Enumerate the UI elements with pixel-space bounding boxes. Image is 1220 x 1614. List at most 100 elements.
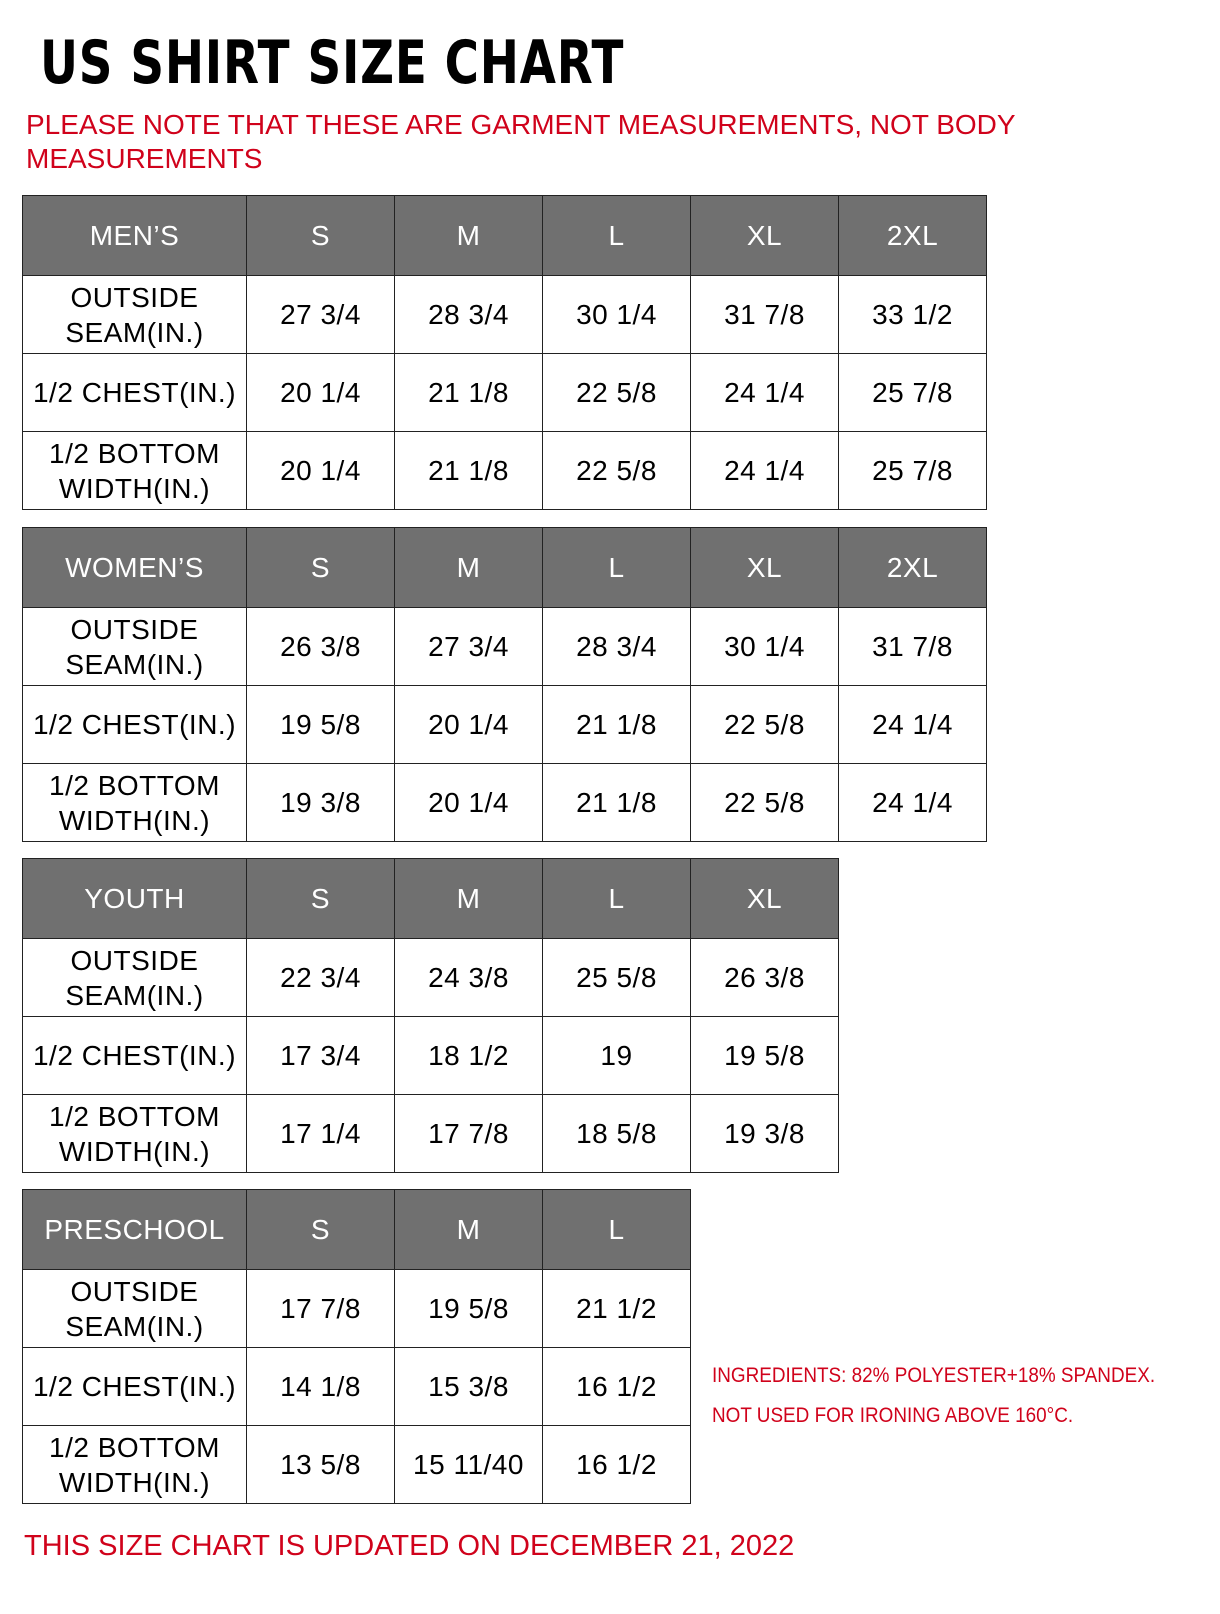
- table-row: OUTSIDE SEAM(IN.) 22 3/4 24 3/8 25 5/8 26 3/8: [22, 938, 839, 1017]
- category-header: PRESCHOOL: [22, 1189, 247, 1270]
- update-note: THIS SIZE CHART IS UPDATED ON DECEMBER 2…: [24, 1530, 795, 1562]
- measurement-value: 24 3/8: [394, 938, 543, 1017]
- size-header: M: [394, 527, 543, 608]
- size-header: M: [394, 1189, 543, 1270]
- size-header: S: [246, 1189, 395, 1270]
- table-row: 1/2 CHEST(IN.) 20 1/4 21 1/8 22 5/8 24 1/4 25…: [22, 353, 987, 432]
- measurement-value: 26 3/8: [690, 938, 839, 1017]
- measurement-value: 18 5/8: [542, 1094, 691, 1173]
- measurement-value: 21 1/8: [542, 685, 691, 764]
- size-header: 2XL: [838, 195, 987, 276]
- measurement-label: 1/2 BOTTOM WIDTH(IN.): [22, 1425, 247, 1504]
- size-table-womens: WOMEN’S S M L XL 2XL OUTSIDE SEAM(IN.) 26 3/8 27 …: [22, 527, 987, 842]
- category-header: MEN’S: [22, 195, 247, 276]
- size-table-mens: MEN’S S M L XL 2XL OUTSIDE SEAM(IN.) 27 3/4 28 3/…: [22, 195, 987, 510]
- measurement-value: 26 3/8: [246, 607, 395, 686]
- table-row: OUTSIDE SEAM(IN.) 26 3/8 27 3/4 28 3/4 30 1/4…: [22, 607, 987, 686]
- table-row: 1/2 BOTTOM WIDTH(IN.) 19 3/8 20 1/4 21 1/8 22…: [22, 763, 987, 842]
- table-row: 1/2 CHEST(IN.) 19 5/8 20 1/4 21 1/8 22 5/8 24…: [22, 685, 987, 764]
- measurement-value: 19: [542, 1016, 691, 1095]
- size-header: XL: [690, 527, 839, 608]
- measurement-label: 1/2 BOTTOM WIDTH(IN.): [22, 1094, 247, 1173]
- size-header: M: [394, 858, 543, 939]
- measurement-value: 25 5/8: [542, 938, 691, 1017]
- measurement-value: 21 1/8: [394, 353, 543, 432]
- measurement-value: 27 3/4: [394, 607, 543, 686]
- measurement-value: 28 3/4: [542, 607, 691, 686]
- measurement-label: 1/2 CHEST(IN.): [22, 353, 247, 432]
- size-header: XL: [690, 195, 839, 276]
- measurement-value: 18 1/2: [394, 1016, 543, 1095]
- measurement-value: 20 1/4: [246, 353, 395, 432]
- measurement-label: OUTSIDE SEAM(IN.): [22, 1269, 247, 1348]
- size-header: XL: [690, 858, 839, 939]
- measurement-value: 24 1/4: [690, 431, 839, 510]
- size-header: L: [542, 527, 691, 608]
- measurement-value: 20 1/4: [246, 431, 395, 510]
- measurement-value: 17 1/4: [246, 1094, 395, 1173]
- table-row: OUTSIDE SEAM(IN.) 17 7/8 19 5/8 21 1/2: [22, 1269, 691, 1348]
- measurement-value: 24 1/4: [838, 685, 987, 764]
- measurement-value: 22 3/4: [246, 938, 395, 1017]
- header-row: YOUTH S M L XL: [22, 858, 839, 939]
- measurement-label: 1/2 CHEST(IN.): [22, 685, 247, 764]
- measurement-value: 33 1/2: [838, 275, 987, 354]
- header-row: MEN’S S M L XL 2XL: [22, 195, 987, 276]
- ingredients-line: INGREDIENTS: 82% POLYESTER+18% SPANDEX.: [712, 1364, 1156, 1387]
- measurement-value: 17 3/4: [246, 1016, 395, 1095]
- measurement-label: 1/2 CHEST(IN.): [22, 1016, 247, 1095]
- table-row: 1/2 CHEST(IN.) 14 1/8 15 3/8 16 1/2: [22, 1347, 691, 1426]
- measurement-label: 1/2 CHEST(IN.): [22, 1347, 247, 1426]
- ingredients-note: INGREDIENTS: 82% POLYESTER+18% SPANDEX. …: [712, 1356, 1155, 1436]
- measurement-value: 21 1/8: [394, 431, 543, 510]
- table-row: 1/2 CHEST(IN.) 17 3/4 18 1/2 19 19 5/8: [22, 1016, 839, 1095]
- measurement-value: 14 1/8: [246, 1347, 395, 1426]
- measurement-value: 16 1/2: [542, 1347, 691, 1426]
- category-header: YOUTH: [22, 858, 247, 939]
- measurement-value: 17 7/8: [246, 1269, 395, 1348]
- measurement-label: OUTSIDE SEAM(IN.): [22, 607, 247, 686]
- category-header: WOMEN’S: [22, 527, 247, 608]
- size-header: S: [246, 527, 395, 608]
- size-header: L: [542, 195, 691, 276]
- measurement-label: OUTSIDE SEAM(IN.): [22, 938, 247, 1017]
- header-row: WOMEN’S S M L XL 2XL: [22, 527, 987, 608]
- size-table-youth: YOUTH S M L XL OUTSIDE SEAM(IN.) 22 3/4 24 3/8 25…: [22, 858, 839, 1173]
- measurement-value: 22 5/8: [542, 431, 691, 510]
- measurement-value: 17 7/8: [394, 1094, 543, 1173]
- measurement-value: 22 5/8: [690, 763, 839, 842]
- table-row: 1/2 BOTTOM WIDTH(IN.) 13 5/8 15 11/40 16 1/2: [22, 1425, 691, 1504]
- measurement-value: 20 1/4: [394, 685, 543, 764]
- measurement-value: 19 3/8: [690, 1094, 839, 1173]
- measurement-value: 21 1/2: [542, 1269, 691, 1348]
- measurement-value: 19 5/8: [690, 1016, 839, 1095]
- size-header: L: [542, 858, 691, 939]
- measurement-value: 16 1/2: [542, 1425, 691, 1504]
- size-header: 2XL: [838, 527, 987, 608]
- measurement-value: 31 7/8: [838, 607, 987, 686]
- table-row: 1/2 BOTTOM WIDTH(IN.) 20 1/4 21 1/8 22 5/8 24…: [22, 431, 987, 510]
- measurement-label: OUTSIDE SEAM(IN.): [22, 275, 247, 354]
- measurement-value: 15 3/8: [394, 1347, 543, 1426]
- measurement-value: 22 5/8: [690, 685, 839, 764]
- garment-note: PLEASE NOTE THAT THESE ARE GARMENT MEASU…: [26, 109, 1016, 174]
- table-row: OUTSIDE SEAM(IN.) 27 3/4 28 3/4 30 1/4 31 7/8…: [22, 275, 987, 354]
- measurement-value: 19 5/8: [246, 685, 395, 764]
- measurement-value: 24 1/4: [690, 353, 839, 432]
- page-title: US SHIRT SIZE CHART: [40, 28, 625, 98]
- measurement-value: 20 1/4: [394, 763, 543, 842]
- size-header: S: [246, 195, 395, 276]
- measurement-value: 15 11/40: [394, 1425, 543, 1504]
- measurement-value: 24 1/4: [838, 763, 987, 842]
- ironing-line: NOT USED FOR IRONING ABOVE 160°C.: [712, 1404, 1074, 1427]
- table-row: 1/2 BOTTOM WIDTH(IN.) 17 1/4 17 7/8 18 5/8 19…: [22, 1094, 839, 1173]
- size-table-preschool: PRESCHOOL S M L OUTSIDE SEAM(IN.) 17 7/8 19 5/8…: [22, 1189, 691, 1504]
- measurement-value: 19 5/8: [394, 1269, 543, 1348]
- measurement-value: 30 1/4: [690, 607, 839, 686]
- size-header: L: [542, 1189, 691, 1270]
- measurement-value: 28 3/4: [394, 275, 543, 354]
- size-header: S: [246, 858, 395, 939]
- measurement-label: 1/2 BOTTOM WIDTH(IN.): [22, 431, 247, 510]
- measurement-value: 21 1/8: [542, 763, 691, 842]
- measurement-value: 30 1/4: [542, 275, 691, 354]
